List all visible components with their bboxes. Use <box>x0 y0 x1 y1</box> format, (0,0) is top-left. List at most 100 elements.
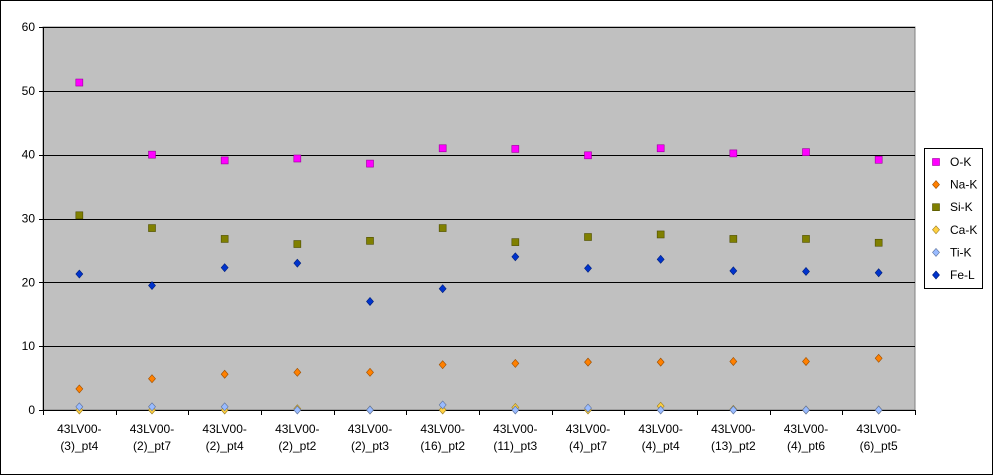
y-tick-label: 40 <box>22 148 36 162</box>
legend-marker <box>932 225 940 235</box>
legend: O-K Na-K Si-K Ca-K Ti-K Fe-L <box>924 148 983 289</box>
x-tick-label: 43LV00-(13)_pt2 <box>711 422 756 453</box>
x-tick-label: 43LV00-(2)_pt7 <box>130 422 174 453</box>
data-point <box>75 78 84 87</box>
data-point <box>729 266 738 276</box>
y-tick-label: 0 <box>28 403 35 417</box>
data-point <box>293 240 302 248</box>
legend-label: Na-K <box>950 178 977 192</box>
x-tick-label: 43LV00-(6)_pt5 <box>856 422 900 453</box>
data-point <box>729 405 738 415</box>
data-point <box>293 405 302 415</box>
data-point <box>656 357 665 367</box>
data-point <box>366 297 374 306</box>
legend-label: Ti-K <box>950 245 972 259</box>
legend-label: O-K <box>950 155 971 169</box>
legend-label: Fe-L <box>950 268 975 282</box>
data-point <box>511 252 520 262</box>
data-point <box>511 358 520 368</box>
data-point <box>366 405 374 415</box>
data-point <box>874 155 883 164</box>
data-point <box>220 263 229 273</box>
data-point <box>75 384 84 394</box>
gridlines <box>43 27 915 347</box>
legend-marker <box>932 270 940 280</box>
legend-marker <box>932 158 940 166</box>
data-point <box>729 149 738 158</box>
data-point <box>148 281 156 290</box>
legend-marker <box>932 203 940 211</box>
data-point <box>874 238 883 247</box>
data-point <box>75 402 84 412</box>
x-tick-label: 43LV00-(11)_pt3 <box>493 422 537 453</box>
data-point <box>802 357 810 366</box>
y-axis-ticks: 0 10 20 30 40 50 60 <box>22 20 43 417</box>
data-point <box>220 402 229 412</box>
y-tick-label: 60 <box>22 20 36 34</box>
data-point <box>874 353 883 363</box>
data-point <box>584 151 592 160</box>
x-tick-label: 43LV00-(3)_pt4 <box>57 422 101 453</box>
data-point <box>584 403 592 413</box>
data-point <box>584 263 592 273</box>
x-tick-label: 43LV00-(4)_pt6 <box>784 422 828 453</box>
data-point <box>874 268 883 278</box>
data-point <box>511 145 520 153</box>
legend-box <box>924 148 983 289</box>
data-point <box>802 405 810 415</box>
data-point <box>656 405 665 415</box>
data-point <box>220 235 229 243</box>
data-point <box>584 233 592 241</box>
legend-marker <box>932 180 940 190</box>
series-na-k <box>75 353 883 394</box>
legend-marker <box>932 247 940 257</box>
data-point <box>438 400 447 410</box>
data-points <box>75 78 883 415</box>
data-point <box>148 150 156 159</box>
data-point <box>293 258 302 268</box>
data-point <box>148 374 156 384</box>
data-point <box>148 224 156 232</box>
data-point <box>511 405 520 415</box>
data-point <box>75 269 84 279</box>
x-tick-label: 43LV00-(16)_pt2 <box>420 422 465 453</box>
data-point <box>366 159 374 168</box>
x-tick-label: 43LV00-(4)_pt7 <box>566 422 610 453</box>
x-tick-label: 43LV00-(4)_pt4 <box>638 422 682 453</box>
data-point <box>656 254 665 264</box>
data-point <box>366 367 374 377</box>
x-axis-ticks: 43LV00-(3)_pt4 43LV00-(2)_pt7 43LV00-(2)_p… <box>43 410 916 453</box>
data-point <box>874 405 883 415</box>
legend-label: Ca-K <box>950 223 977 237</box>
data-point <box>729 235 738 243</box>
data-point <box>438 360 447 370</box>
series-fe-l <box>75 252 883 306</box>
data-point <box>366 237 374 245</box>
data-point <box>293 367 302 377</box>
data-point <box>802 235 810 243</box>
data-point <box>293 154 302 163</box>
data-point <box>438 405 447 415</box>
y-tick-label: 10 <box>22 339 36 353</box>
series-ti-k <box>75 400 883 415</box>
x-tick-label: 43LV00-(2)_pt4 <box>202 422 246 453</box>
y-tick-label: 20 <box>22 275 36 289</box>
legend-label: Si-K <box>950 200 973 214</box>
plot-area <box>42 26 916 411</box>
series-o-k <box>75 78 883 168</box>
x-tick-label: 43LV00-(2)_pt3 <box>348 422 392 453</box>
data-point <box>438 224 447 232</box>
y-tick-label: 50 <box>22 84 36 98</box>
plot-background <box>42 26 916 411</box>
data-point <box>220 156 229 165</box>
series-si-k <box>75 211 883 248</box>
data-point <box>656 230 665 239</box>
data-point <box>511 238 520 246</box>
data-point <box>438 284 447 294</box>
data-point <box>75 211 84 220</box>
data-point <box>729 357 738 366</box>
data-point <box>148 402 156 412</box>
data-point <box>584 357 592 367</box>
x-tick-label: 43LV00-(2)_pt2 <box>275 422 319 453</box>
